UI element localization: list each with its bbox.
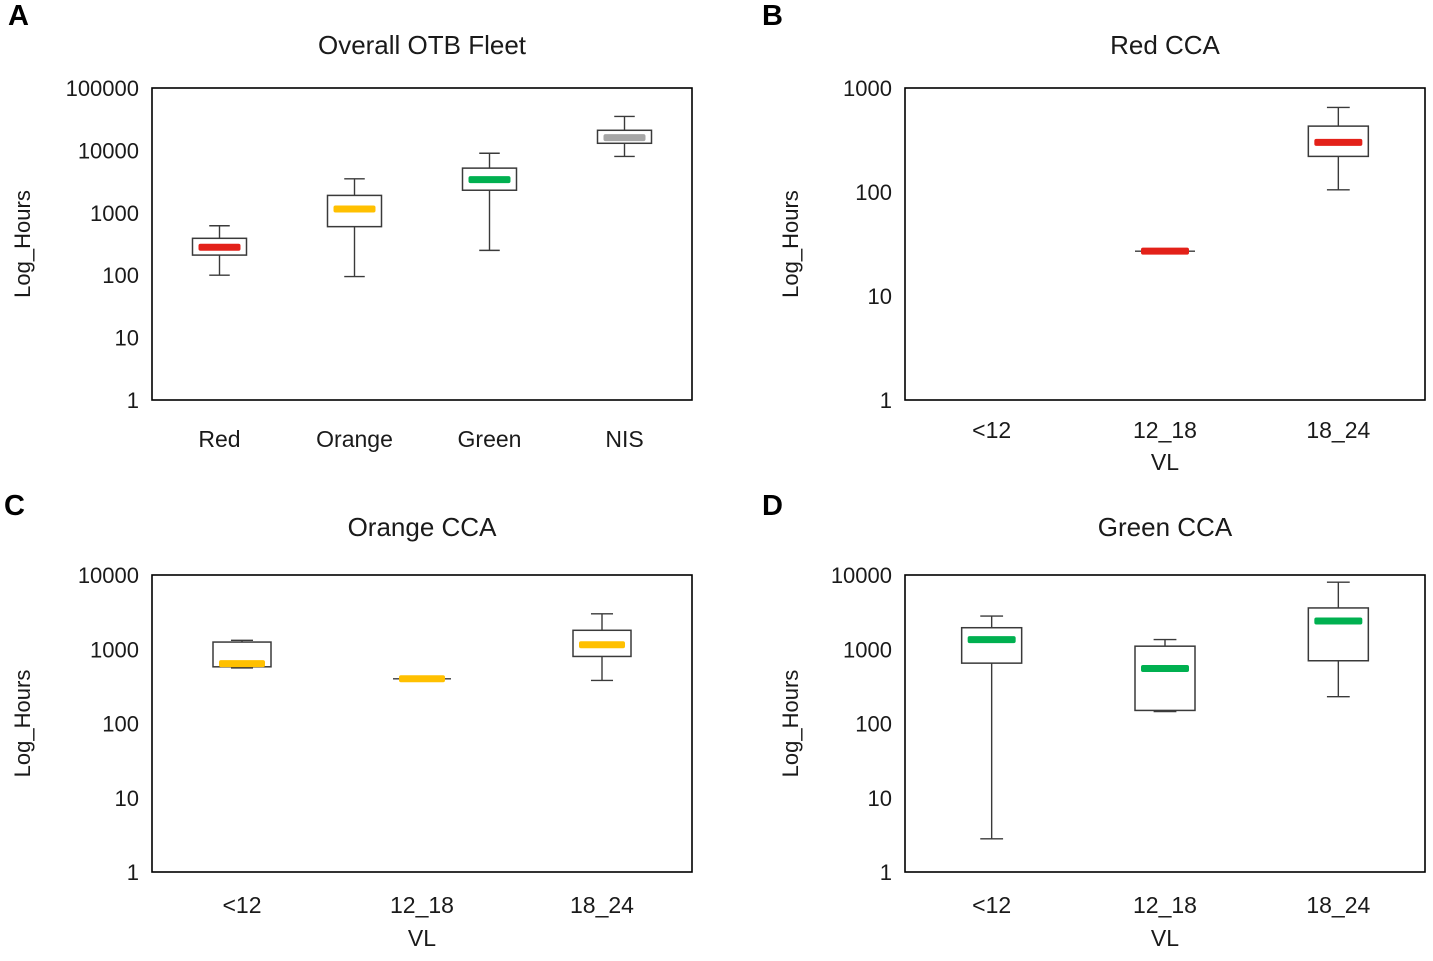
panel-a-plot: 100000 10000 1000 100 10 1 Log_Hours Red Orange G… bbox=[10, 76, 693, 452]
x-category-label: 12_18 bbox=[1133, 417, 1197, 443]
box-median bbox=[967, 636, 1016, 644]
y-tick-label: 10 bbox=[115, 786, 139, 811]
plot-frame bbox=[904, 87, 1426, 401]
plot-frame bbox=[151, 574, 693, 873]
y-tick-label: 1 bbox=[880, 860, 892, 885]
plot-frame bbox=[904, 574, 1426, 873]
y-tick-label: 1000 bbox=[843, 637, 892, 662]
x-category-label: Red bbox=[198, 426, 240, 452]
y-axis-label: Log_Hours bbox=[778, 190, 803, 298]
x-category-label: 18_24 bbox=[1306, 417, 1370, 443]
box-median bbox=[1141, 247, 1189, 255]
box-median bbox=[468, 176, 511, 184]
panel-c-letter: C bbox=[4, 490, 25, 522]
y-tick-label: 10000 bbox=[78, 138, 139, 163]
x-category-label: 18_24 bbox=[1306, 892, 1370, 918]
y-tick-label: 10000 bbox=[78, 563, 139, 588]
y-tick-label: 1000 bbox=[843, 76, 892, 101]
y-tick-label: 100 bbox=[102, 263, 139, 288]
y-tick-label: 100 bbox=[102, 712, 139, 737]
box-iqr bbox=[1307, 607, 1370, 662]
panel-d-title: Green CCA bbox=[1097, 512, 1233, 542]
y-tick-label: 1 bbox=[880, 388, 892, 413]
plot-frame bbox=[151, 87, 693, 401]
y-tick-label: 1 bbox=[127, 388, 139, 413]
panel-b-letter: B bbox=[762, 0, 783, 32]
y-tick-label: 100 bbox=[855, 712, 892, 737]
box-median bbox=[1314, 138, 1363, 146]
x-axis-label: VL bbox=[1151, 925, 1179, 951]
y-tick-label: 10000 bbox=[831, 563, 892, 588]
y-axis-label: Log_Hours bbox=[778, 670, 803, 778]
panel-c-plot: 10000 1000 100 10 1 Log_Hours <12 12_18 18_24 VL bbox=[10, 563, 693, 951]
y-axis-label: Log_Hours bbox=[10, 190, 35, 298]
x-category-label: 12_18 bbox=[390, 892, 454, 918]
y-tick-label: 1 bbox=[127, 860, 139, 885]
box-iqr bbox=[960, 626, 1023, 664]
panel-b-title: Red CCA bbox=[1110, 30, 1220, 60]
x-axis-label: VL bbox=[1151, 449, 1179, 475]
box-median bbox=[198, 243, 241, 251]
panel-b-plot: 1000 100 10 1 Log_Hours <12 12_18 18_24 VL bbox=[778, 76, 1426, 475]
y-tick-label: 1000 bbox=[90, 637, 139, 662]
box-median bbox=[579, 641, 625, 649]
box-median bbox=[603, 134, 646, 142]
x-axis-label: VL bbox=[408, 925, 436, 951]
panel-c-title: Orange CCA bbox=[347, 512, 497, 542]
y-tick-label: 10 bbox=[868, 284, 892, 309]
x-category-label: <12 bbox=[972, 892, 1011, 918]
y-tick-label: 10 bbox=[115, 326, 139, 351]
box-median bbox=[333, 205, 376, 213]
box-iqr bbox=[1134, 645, 1196, 712]
x-category-label: Orange bbox=[316, 426, 393, 452]
box-median bbox=[1314, 617, 1363, 625]
panel-a-title: Overall OTB Fleet bbox=[317, 30, 527, 60]
x-category-label: 18_24 bbox=[570, 892, 634, 918]
x-category-label: Green bbox=[458, 426, 522, 452]
x-category-label: <12 bbox=[972, 417, 1011, 443]
y-tick-label: 100000 bbox=[66, 76, 139, 101]
x-category-label: <12 bbox=[222, 892, 261, 918]
x-category-label: 12_18 bbox=[1133, 892, 1197, 918]
panel-d-letter: D bbox=[762, 490, 783, 522]
y-axis-label: Log_Hours bbox=[10, 670, 35, 778]
x-category-label: NIS bbox=[605, 426, 643, 452]
panel-d-plot: 10000 1000 100 10 1 Log_Hours <12 12_18 18_24 VL bbox=[778, 563, 1426, 951]
box-median bbox=[399, 675, 445, 683]
y-tick-label: 10 bbox=[868, 786, 892, 811]
y-tick-label: 100 bbox=[855, 180, 892, 205]
panel-a-letter: A bbox=[8, 0, 29, 32]
box-median bbox=[219, 660, 265, 668]
box-median bbox=[1141, 665, 1189, 673]
y-tick-label: 1000 bbox=[90, 201, 139, 226]
